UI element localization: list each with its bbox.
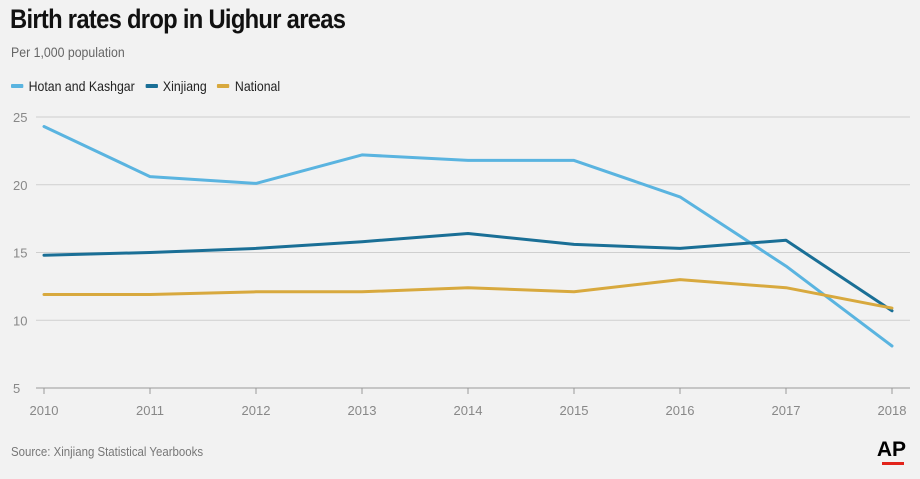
legend-swatch-xinjiang (145, 84, 158, 88)
x-tick-label: 2011 (136, 403, 164, 418)
y-tick-label: 15 (13, 246, 27, 261)
legend-swatch-national (217, 84, 230, 88)
ap-logo: AP (876, 438, 906, 461)
legend-item-national: National (217, 78, 280, 94)
x-tick-label: 2014 (454, 403, 483, 418)
x-tick-label: 2015 (560, 403, 589, 418)
y-tick-label: 20 (13, 178, 27, 193)
legend: Hotan and Kashgar Xinjiang National (11, 78, 291, 94)
y-tick-label: 25 (13, 110, 27, 125)
series-line-national (42, 278, 894, 310)
x-tick-label: 2018 (878, 403, 907, 418)
x-tick-label: 2017 (772, 403, 801, 418)
x-tick-label: 2013 (348, 403, 377, 418)
source-note: Source: Xinjiang Statistical Yearbooks (11, 444, 204, 459)
series-line-hotan-and-kashgar (42, 125, 894, 348)
chart-title: Birth rates drop in Uighur areas (10, 4, 346, 34)
legend-item-hotan-kashgar: Hotan and Kashgar (11, 78, 135, 94)
legend-label: National (234, 78, 281, 94)
x-tick-label: 2012 (242, 403, 271, 418)
chart-subtitle: Per 1,000 population (11, 44, 125, 60)
y-tick-label: 10 (13, 313, 27, 328)
series-line-xinjiang (42, 232, 894, 313)
legend-label: Hotan and Kashgar (28, 78, 135, 94)
legend-item-xinjiang: Xinjiang (145, 78, 207, 94)
x-tick-label: 2016 (666, 403, 695, 418)
x-tick-label: 2010 (30, 403, 59, 418)
legend-label: Xinjiang (162, 78, 207, 94)
y-tick-label: 5 (13, 381, 20, 396)
legend-swatch-hotan-kashgar (11, 84, 24, 88)
ap-logo-underline (882, 462, 904, 465)
